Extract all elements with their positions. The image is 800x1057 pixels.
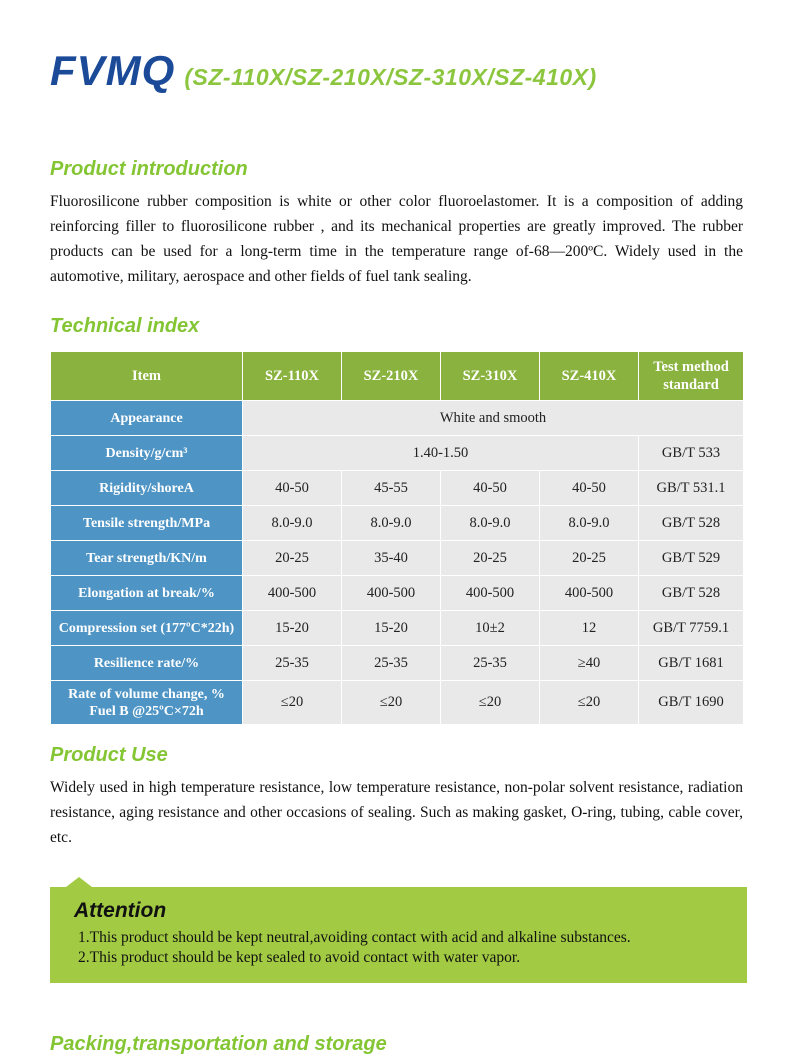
table-row: Rate of volume change, % Fuel B @25ºC×72… [50,680,744,725]
row-standard: GB/T 7759.1 [638,610,744,646]
row-value: 10±2 [440,610,540,646]
row-value: 20-25 [539,540,639,576]
row-label: Rigidity/shoreA [50,470,243,506]
row-value: 15-20 [341,610,441,646]
section-heading-product-introduction: Product introduction [50,158,248,180]
row-standard: GB/T 533 [638,435,744,471]
table-row: Resilience rate/% 25-35 25-35 25-35 ≥40 … [50,645,744,681]
column-header-item: Item [50,351,243,401]
attention-callout: Attention 1.This product should be kept … [50,877,747,983]
table-row: Tensile strength/MPa 8.0-9.0 8.0-9.0 8.0… [50,505,744,541]
technical-index-table: Item SZ-110X SZ-210X SZ-310X SZ-410X Tes… [50,351,744,725]
row-value: 25-35 [341,645,441,681]
row-value: 40-50 [539,470,639,506]
table-row: Rigidity/shoreA 40-50 45-55 40-50 40-50 … [50,470,744,506]
section-heading-product-use: Product Use [50,744,168,766]
column-header-sz410x: SZ-410X [539,351,639,401]
row-label: Resilience rate/% [50,645,243,681]
attention-list: 1.This product should be kept neutral,av… [78,928,727,967]
row-value: 25-35 [440,645,540,681]
row-merged-value: White and smooth [242,400,744,436]
column-header-test-method-standard: Test method standard [638,351,744,401]
row-label: Appearance [50,400,243,436]
row-value: 400-500 [341,575,441,611]
section-heading-technical-index: Technical index [50,315,200,337]
product-grades-subtitle: (SZ-110X/SZ-210X/SZ-310X/SZ-410X) [184,64,597,90]
attention-box: Attention 1.This product should be kept … [50,887,747,983]
row-value: ≤20 [539,680,639,725]
table-row: Tear strength/KN/m 20-25 35-40 20-25 20-… [50,540,744,576]
triangle-pointer-icon [66,877,92,887]
row-label: Density/g/cm³ [50,435,243,471]
row-standard: GB/T 528 [638,575,744,611]
column-header-sz210x: SZ-210X [341,351,441,401]
row-value: 35-40 [341,540,441,576]
row-value: ≤20 [440,680,540,725]
product-introduction-paragraph: Fluorosilicone rubber composition is whi… [50,193,743,285]
row-value: ≥40 [539,645,639,681]
row-value: 15-20 [242,610,342,646]
row-label: Compression set (177ºC*22h) [50,610,243,646]
row-label: Tensile strength/MPa [50,505,243,541]
row-value: 400-500 [539,575,639,611]
row-label: Elongation at break/% [50,575,243,611]
table-row: Compression set (177ºC*22h) 15-20 15-20 … [50,610,744,646]
row-value: 20-25 [242,540,342,576]
table-header-row: Item SZ-110X SZ-210X SZ-310X SZ-410X Tes… [50,351,744,401]
row-value: 8.0-9.0 [242,505,342,541]
row-standard: GB/T 1690 [638,680,744,725]
row-value: ≤20 [242,680,342,725]
table-row: Density/g/cm³ 1.40-1.50 GB/T 533 [50,435,744,471]
section-heading-packing: Packing,transportation and storage [50,1033,387,1055]
row-standard: GB/T 528 [638,505,744,541]
row-value: 12 [539,610,639,646]
row-label: Rate of volume change, % Fuel B @25ºC×72… [50,680,243,725]
row-standard: GB/T 531.1 [638,470,744,506]
product-use-paragraph: Widely used in high temperature resistan… [50,779,743,846]
row-value: 8.0-9.0 [341,505,441,541]
table-row: Appearance White and smooth [50,400,744,436]
attention-item: 1.This product should be kept neutral,av… [78,929,631,946]
column-header-sz110x: SZ-110X [242,351,342,401]
attention-item: 2.This product should be kept sealed to … [78,948,521,966]
row-merged-value: 1.40-1.50 [242,435,639,471]
row-value: ≤20 [341,680,441,725]
row-label: Tear strength/KN/m [50,540,243,576]
table-row: Elongation at break/% 400-500 400-500 40… [50,575,744,611]
row-value: 20-25 [440,540,540,576]
row-value: 45-55 [341,470,441,506]
brand-header: FVMQ (SZ-110X/SZ-210X/SZ-310X/SZ-410X) [50,47,743,95]
product-code-title: FVMQ [50,47,176,94]
row-value: 25-35 [242,645,342,681]
attention-heading: Attention [74,899,167,922]
row-value: 400-500 [242,575,342,611]
row-value: 40-50 [440,470,540,506]
row-standard: GB/T 1681 [638,645,744,681]
row-standard: GB/T 529 [638,540,744,576]
column-header-sz310x: SZ-310X [440,351,540,401]
row-value: 40-50 [242,470,342,506]
row-value: 8.0-9.0 [539,505,639,541]
row-value: 8.0-9.0 [440,505,540,541]
row-value: 400-500 [440,575,540,611]
